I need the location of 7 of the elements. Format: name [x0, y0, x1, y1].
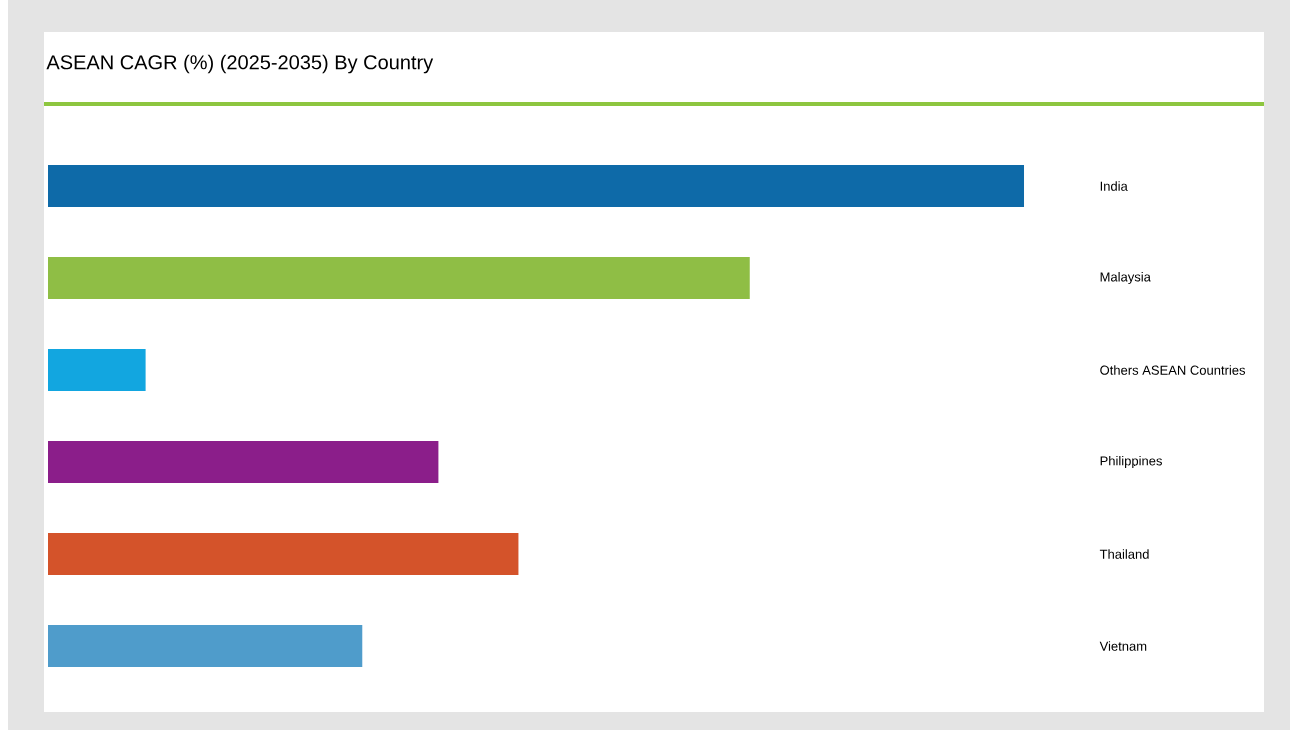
chart-title: ASEAN CAGR (%) (2025-2035) By Country — [46, 54, 434, 74]
bar — [48, 625, 363, 668]
bar — [48, 349, 146, 392]
bar — [48, 533, 519, 576]
bar — [48, 257, 750, 300]
bar — [48, 165, 1025, 208]
bar — [48, 441, 439, 484]
